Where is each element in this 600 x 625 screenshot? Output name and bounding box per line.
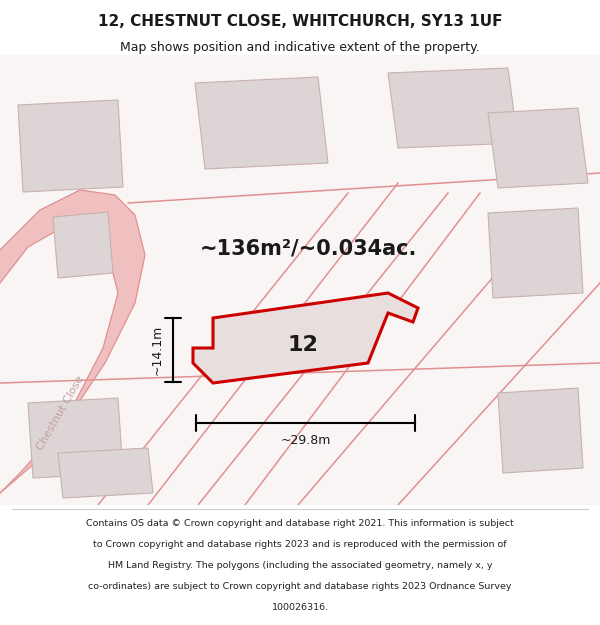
Polygon shape	[488, 208, 583, 298]
Text: ~14.1m: ~14.1m	[151, 325, 163, 375]
Polygon shape	[0, 190, 145, 493]
Polygon shape	[58, 448, 153, 498]
Text: 12, CHESTNUT CLOSE, WHITCHURCH, SY13 1UF: 12, CHESTNUT CLOSE, WHITCHURCH, SY13 1UF	[98, 14, 502, 29]
Polygon shape	[53, 212, 113, 278]
Polygon shape	[18, 100, 123, 192]
Text: 100026316.: 100026316.	[271, 603, 329, 612]
Polygon shape	[488, 108, 588, 188]
Text: to Crown copyright and database rights 2023 and is reproduced with the permissio: to Crown copyright and database rights 2…	[93, 541, 507, 549]
Polygon shape	[28, 398, 123, 478]
Text: Chestnut Close: Chestnut Close	[35, 374, 85, 452]
Text: ~29.8m: ~29.8m	[280, 434, 331, 446]
Polygon shape	[195, 77, 328, 169]
Text: 12: 12	[287, 335, 319, 355]
Text: HM Land Registry. The polygons (including the associated geometry, namely x, y: HM Land Registry. The polygons (includin…	[108, 561, 492, 571]
Text: co-ordinates) are subject to Crown copyright and database rights 2023 Ordnance S: co-ordinates) are subject to Crown copyr…	[88, 582, 512, 591]
Text: Contains OS data © Crown copyright and database right 2021. This information is : Contains OS data © Crown copyright and d…	[86, 519, 514, 528]
Polygon shape	[0, 55, 600, 505]
Text: ~136m²/~0.034ac.: ~136m²/~0.034ac.	[199, 238, 416, 258]
Polygon shape	[498, 388, 583, 473]
Text: Map shows position and indicative extent of the property.: Map shows position and indicative extent…	[120, 41, 480, 54]
Polygon shape	[193, 293, 418, 383]
Polygon shape	[388, 68, 518, 148]
